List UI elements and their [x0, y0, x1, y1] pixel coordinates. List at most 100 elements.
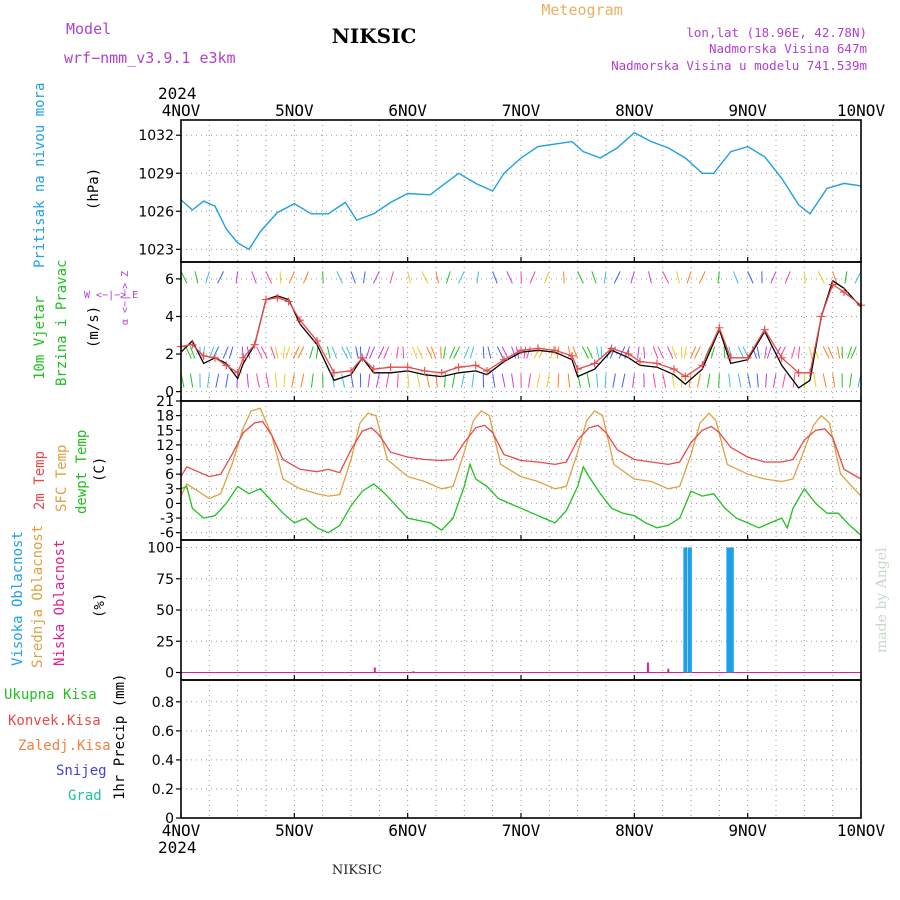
- wind-vector: [228, 346, 234, 359]
- wind-vector: [511, 346, 517, 359]
- wind-vector: [632, 373, 635, 388]
- wind-marker: [239, 353, 248, 362]
- wind-marker: [534, 344, 542, 353]
- wind-vector: [567, 346, 572, 359]
- wind-vector: [426, 373, 430, 388]
- wind-vector: [808, 346, 813, 359]
- wind-vector: [556, 346, 560, 359]
- wind-vector: [285, 346, 291, 359]
- wind-compass-we: W <−∣−> E: [84, 290, 138, 301]
- wind-vector: [205, 271, 210, 284]
- wind-vector: [784, 271, 791, 284]
- sfc-temp-line: [180, 407, 862, 500]
- wind-vector: [822, 373, 827, 388]
- wind-marker: [296, 316, 304, 325]
- wind-vector: [430, 346, 437, 359]
- wind-vector: [309, 346, 314, 359]
- high-cloud-bar: [726, 547, 731, 673]
- wind-marker: [698, 361, 707, 370]
- wind-marker: [760, 325, 769, 334]
- wind-marker: [437, 368, 446, 377]
- wind-vector: [411, 346, 418, 359]
- footer-station: NIKSIC: [332, 863, 382, 878]
- y-tick-label: 15: [156, 423, 174, 439]
- wind-speed-line: [180, 279, 862, 389]
- y-tick-label: -6: [160, 526, 174, 542]
- wind-marker: [386, 363, 395, 372]
- wind-marker: [670, 365, 678, 374]
- wind-vector: [463, 346, 470, 359]
- y-tick-label: 25: [156, 634, 174, 650]
- wind-vector: [451, 373, 456, 388]
- wind-vector: [567, 373, 571, 388]
- wind-vector: [683, 346, 687, 359]
- wind-vector: [279, 271, 282, 284]
- low-cloud-bar: [646, 662, 649, 673]
- bottom-day-label: 9NOV: [728, 821, 767, 840]
- wind-vector: [737, 346, 745, 359]
- y-tick-label: 1032: [138, 128, 174, 144]
- wind-vector: [529, 271, 536, 284]
- wind-vector: [310, 373, 314, 388]
- wind-vector: [367, 373, 371, 388]
- y-tick-label: 1023: [138, 242, 174, 258]
- wind-marker: [607, 344, 616, 353]
- wind-marker: [794, 368, 803, 377]
- wind-vector: [362, 271, 366, 284]
- wind-vector: [194, 271, 199, 284]
- high-cloud-bar: [729, 547, 734, 673]
- high-cloud-bar: [687, 547, 692, 673]
- wind-vector: [643, 346, 646, 359]
- y-tick-label: 6: [165, 467, 174, 483]
- model-name: wrf−nmm_v3.9.1 e3km: [64, 49, 236, 67]
- wind-vector: [586, 346, 594, 359]
- wind-vector: [528, 373, 531, 388]
- wind-vector: [596, 346, 600, 359]
- bottom-day-label: 7NOV: [502, 821, 541, 840]
- temp-unit: (C): [92, 457, 108, 482]
- wind-vector: [652, 346, 659, 359]
- wind-marker: [262, 295, 270, 304]
- wind-vector: [487, 346, 492, 359]
- wind-vector: [435, 271, 440, 284]
- wind-vector: [603, 271, 607, 284]
- bottom-day-label: 5NOV: [275, 821, 314, 840]
- wind-vector: [747, 373, 751, 388]
- wind-vector: [613, 271, 621, 284]
- wind-vector: [832, 271, 838, 284]
- y-tick-label: 1029: [138, 166, 174, 182]
- wind-marker: [573, 365, 582, 374]
- y-tick-label: 2: [165, 347, 174, 363]
- wind-vector: [501, 373, 506, 388]
- elevation-label: Nadmorska Visina 647m: [709, 41, 867, 56]
- wind-vector: [282, 346, 286, 359]
- wind-marker: [471, 361, 480, 370]
- low-cloud-bar: [412, 671, 415, 673]
- wind-vector: [246, 373, 249, 388]
- wind-vector: [557, 373, 560, 388]
- wind-vector: [396, 373, 399, 388]
- wind-vector: [849, 373, 853, 388]
- wind-marker: [369, 365, 378, 374]
- wind-vector: [523, 346, 527, 359]
- wind-vector: [322, 271, 324, 284]
- wind-vector: [215, 373, 220, 388]
- precip-unit: 1hr Precip (mm): [112, 674, 128, 800]
- y-tick-label: 100: [147, 541, 174, 557]
- temp-label-dew: dewpt Temp: [74, 430, 90, 514]
- precip-label-conv: Konvek.Kisa: [8, 713, 101, 729]
- wind-vector: [662, 271, 670, 284]
- precip-label-snow: Snijeg: [56, 763, 107, 779]
- high-cloud-bar: [683, 547, 688, 673]
- wind-vector: [326, 346, 331, 359]
- wind-vector: [274, 373, 278, 388]
- wind-vector: [396, 346, 399, 359]
- wind-vector: [421, 271, 429, 284]
- wind-vector: [416, 346, 424, 359]
- wind-vector: [189, 373, 194, 388]
- wind-vector: [618, 346, 626, 359]
- wind-vector: [365, 346, 371, 359]
- model-elevation-label: Nadmorska Visina u modelu 741.539m: [611, 58, 867, 73]
- wind-label-1: 10m Vjetar: [32, 296, 48, 380]
